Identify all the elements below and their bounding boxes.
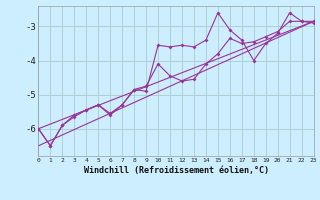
X-axis label: Windchill (Refroidissement éolien,°C): Windchill (Refroidissement éolien,°C): [84, 166, 268, 175]
